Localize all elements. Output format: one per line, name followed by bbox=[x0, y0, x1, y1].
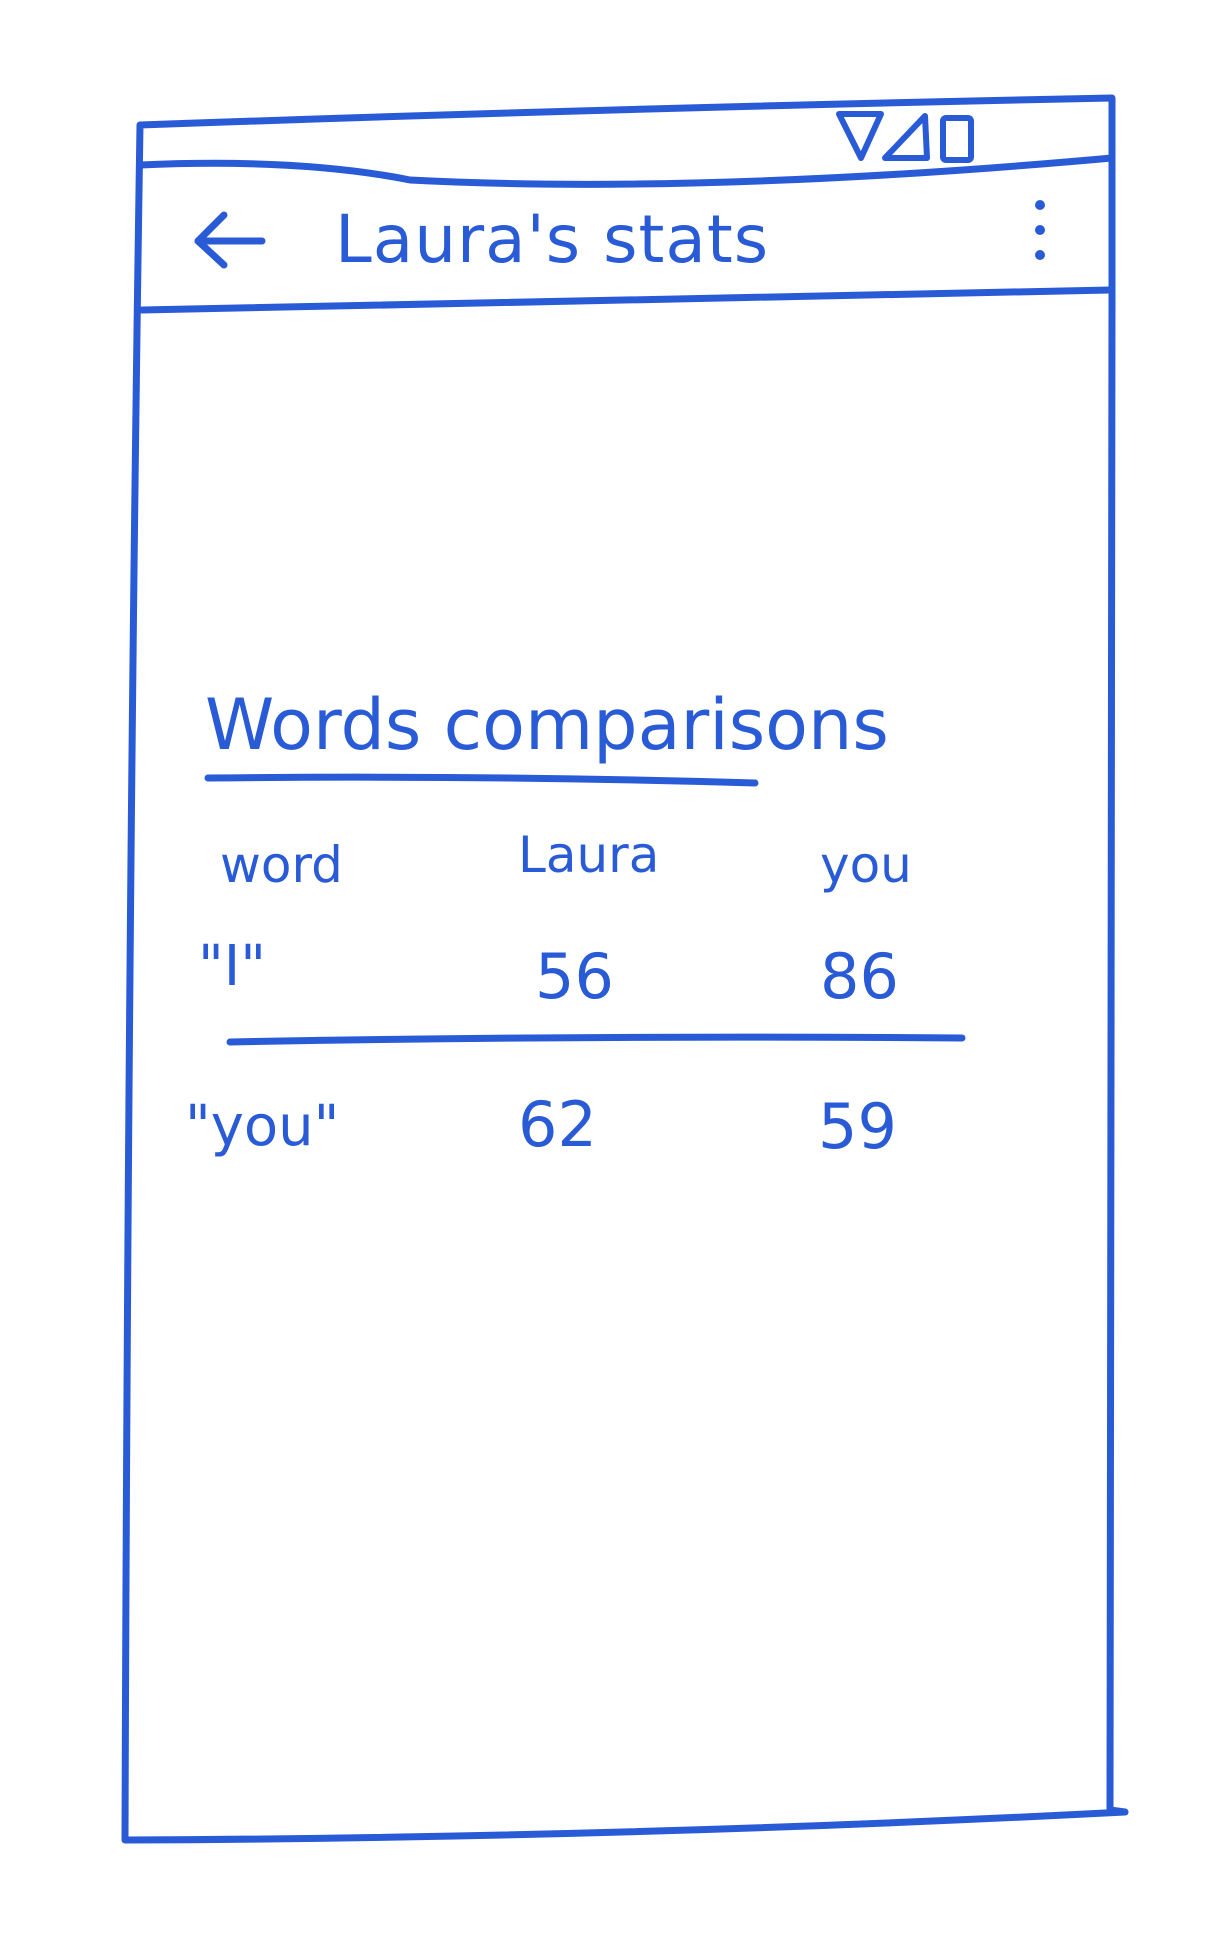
header-you: you bbox=[820, 836, 912, 894]
status-bar-icons bbox=[836, 111, 974, 163]
table-row-divider bbox=[226, 1033, 966, 1046]
row-word: "I" bbox=[198, 934, 267, 999]
row-you-count: 59 bbox=[818, 1090, 897, 1163]
back-arrow-icon[interactable] bbox=[190, 205, 270, 275]
battery-icon bbox=[940, 115, 974, 163]
wifi-icon bbox=[836, 111, 884, 161]
header-laura: Laura bbox=[518, 826, 660, 884]
signal-icon bbox=[882, 113, 930, 161]
phone-outline bbox=[121, 94, 1129, 1844]
row-word: "you" bbox=[185, 1094, 340, 1159]
section-title-underline bbox=[204, 773, 759, 787]
section-title: Words comparisons bbox=[205, 684, 889, 766]
row-laura-count: 56 bbox=[535, 940, 614, 1013]
app-bar-divider bbox=[138, 286, 1114, 314]
more-vert-icon[interactable] bbox=[1020, 195, 1060, 265]
page-title: Laura's stats bbox=[335, 201, 770, 278]
header-word: word bbox=[220, 836, 343, 894]
row-laura-count: 62 bbox=[518, 1088, 597, 1161]
row-you-count: 86 bbox=[820, 940, 899, 1013]
